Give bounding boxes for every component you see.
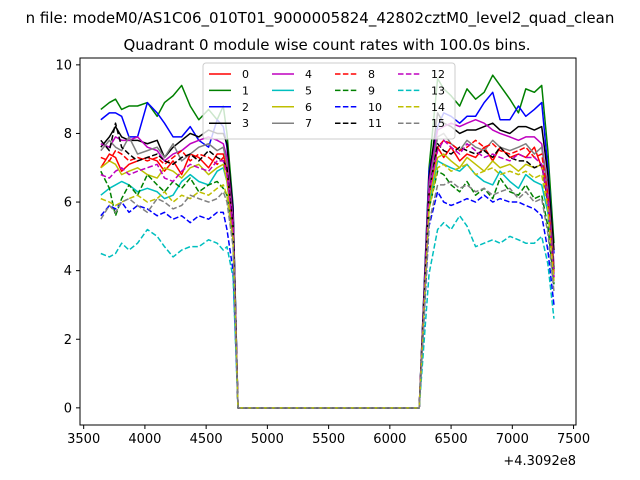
x-tick-label: 6000 (373, 432, 406, 447)
x-tick-label: 5000 (251, 432, 284, 447)
x-tick-label: 5500 (312, 432, 345, 447)
chart-supertitle: n file: modeM0/AS1C06_010T01_9000005824_… (26, 9, 615, 28)
legend-label-9: 9 (368, 84, 375, 97)
legend-label-8: 8 (368, 68, 375, 81)
legend-label-1: 1 (242, 84, 249, 97)
series-line-12 (100, 139, 555, 409)
axes-frame (79, 57, 577, 426)
series-line-10 (100, 191, 555, 409)
y-tick-label: 4 (64, 264, 72, 279)
legend-label-7: 7 (305, 117, 312, 130)
legend-label-12: 12 (431, 68, 445, 81)
series-line-14 (100, 163, 555, 409)
series-line-13 (100, 215, 555, 409)
legend-label-10: 10 (368, 101, 382, 114)
legend-label-2: 2 (242, 101, 249, 114)
x-tick-label: 7000 (496, 432, 529, 447)
series-line-9 (100, 170, 555, 409)
series-line-6 (100, 153, 555, 409)
legend-label-13: 13 (431, 84, 445, 97)
chart-title: Quadrant 0 module wise count rates with … (123, 36, 530, 54)
legend-label-15: 15 (431, 117, 445, 130)
y-tick-label: 2 (64, 333, 72, 348)
series-line-8 (100, 139, 555, 409)
legend-label-5: 5 (305, 84, 312, 97)
axes: 3500 4000 4500 5000 5500 6000 6500 7000 7500 0 2 4 6… (55, 57, 590, 469)
legend-box (202, 62, 456, 140)
legend-label-0: 0 (242, 68, 249, 81)
series-line-2 (100, 91, 555, 409)
series-line-7 (100, 132, 555, 409)
plot-area (100, 74, 555, 409)
y-tick-label: 10 (55, 58, 72, 73)
legend-label-6: 6 (305, 101, 312, 114)
y-tick-label: 8 (64, 127, 72, 142)
legend-label-3: 3 (242, 117, 249, 130)
x-tick-label: 6500 (435, 432, 468, 447)
y-tick-label: 0 (64, 401, 72, 416)
series-line-0 (100, 146, 555, 409)
legend-label-14: 14 (431, 101, 445, 114)
x-offset-label: +4.3092e8 (503, 454, 576, 469)
x-tick-label: 3500 (67, 432, 100, 447)
series-group (100, 74, 555, 409)
x-tick-label: 7500 (557, 432, 590, 447)
legend-label-11: 11 (368, 117, 382, 130)
series-line-15 (100, 180, 555, 409)
x-tick-label: 4500 (190, 432, 223, 447)
y-tick-label: 6 (64, 196, 72, 211)
x-tick-label: 4000 (128, 432, 161, 447)
legend-label-4: 4 (305, 68, 312, 81)
